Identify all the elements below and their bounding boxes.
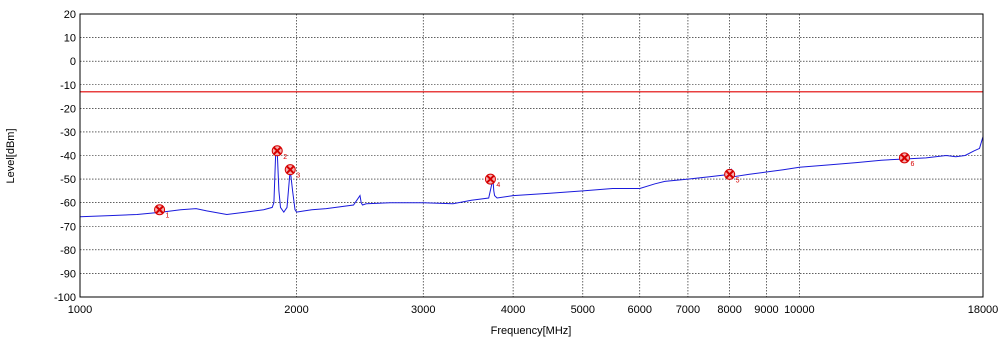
- x-tick-label: 10000: [784, 304, 815, 316]
- peak-marker: 4: [484, 173, 500, 189]
- peak-marker: 5: [724, 168, 740, 184]
- x-tick-label: 7000: [676, 304, 700, 316]
- marker-cross: [273, 146, 282, 155]
- x-tick-label: 4000: [501, 304, 525, 316]
- peak-markers: 1 2 3 4 5 6: [154, 145, 914, 220]
- y-axis-title: Level[dBm]: [5, 128, 17, 183]
- y-tick-label: -90: [60, 268, 76, 280]
- y-tick-label: 0: [70, 56, 76, 68]
- y-tick-label: -40: [60, 151, 76, 163]
- y-tick-label: -70: [60, 221, 76, 233]
- y-tick-label: -100: [54, 292, 76, 304]
- marker-cross: [155, 205, 164, 214]
- x-tick-label: 2000: [284, 304, 308, 316]
- y-tick-label: -30: [60, 127, 76, 139]
- x-tick-label: 9000: [754, 304, 778, 316]
- marker-cross: [725, 170, 734, 179]
- y-tick-label: -60: [60, 198, 76, 210]
- peak-marker: 3: [284, 164, 300, 180]
- x-tick-label: 18000: [968, 304, 999, 316]
- marker-label: 4: [496, 182, 500, 189]
- x-tick-label: 1000: [68, 304, 92, 316]
- y-tick-label: -10: [60, 80, 76, 92]
- peak-marker: 2: [271, 145, 287, 161]
- plot-frame: [79, 13, 984, 298]
- y-tick-label: -20: [60, 103, 76, 115]
- y-tick-label: 10: [64, 33, 76, 45]
- marker-label: 2: [283, 154, 287, 161]
- y-tick-label: -50: [60, 174, 76, 186]
- horizontal-gridlines: [80, 13, 983, 298]
- marker-label: 1: [166, 213, 170, 220]
- marker-label: 6: [910, 161, 914, 168]
- x-axis-title: Frequency[MHz]: [491, 325, 572, 337]
- peak-marker: 1: [154, 204, 170, 220]
- y-tick-label: 20: [64, 9, 76, 21]
- marker-cross: [286, 165, 295, 174]
- x-tick-label: 8000: [717, 304, 741, 316]
- x-tick-label: 5000: [571, 304, 595, 316]
- y-tick-labels: 20 10 0 -10 -20 -30 -40 -50 -60 -70 -80 -90 -100: [54, 9, 76, 304]
- peak-marker: 6: [898, 152, 914, 168]
- marker-cross: [900, 153, 909, 163]
- x-tick-label: 3000: [411, 304, 435, 316]
- series-line: [79, 136, 984, 218]
- x-tick-label: 6000: [628, 304, 652, 316]
- marker-label: 5: [736, 177, 740, 184]
- y-tick-label: -80: [60, 245, 76, 257]
- marker-cross: [486, 174, 495, 184]
- marker-label: 3: [296, 173, 300, 180]
- x-tick-labels: 1000 2000 3000 4000 5000 6000 7000 8000 9000 1000…: [68, 304, 999, 316]
